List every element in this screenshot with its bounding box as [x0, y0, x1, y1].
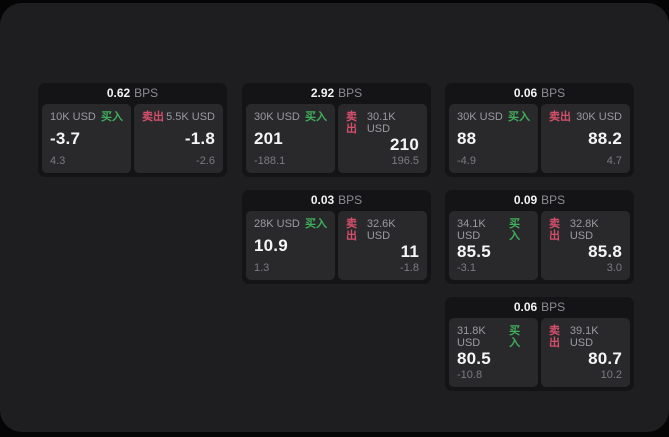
bps-value: 0.06 [513, 300, 538, 314]
sell-price: 11 [400, 242, 419, 261]
card-header: 2.92 BPS [246, 83, 427, 104]
sell-label: 卖出 [142, 111, 164, 123]
sell-label: 卖出 [346, 111, 357, 135]
buy-panel[interactable]: 28K USD 买入 10.9 1.3 [246, 211, 335, 280]
sell-label: 卖出 [549, 218, 560, 242]
buy-notional: 30K USD [457, 111, 503, 123]
buy-label: 买入 [509, 325, 521, 349]
buy-notional: 10K USD [50, 111, 96, 123]
sell-notional: 32.8K USD [569, 218, 599, 242]
bps-value: 0.06 [513, 86, 538, 100]
card-header: 0.06 BPS [449, 83, 630, 104]
bps-value: 0.09 [513, 193, 538, 207]
card-header: 0.09 BPS [449, 190, 630, 211]
buy-price: 88 [457, 129, 477, 148]
spread-card: 0.06 BPS 31.8K USD 买入 80.5 -10.8 卖出 39.1… [445, 297, 634, 391]
sell-panel[interactable]: 卖出 30K USD 88.2 4.7 [541, 104, 630, 173]
bps-unit: BPS [541, 193, 566, 207]
sell-notional: 39.1K USD [569, 325, 599, 349]
buy-delta: 4.3 [50, 155, 66, 167]
sell-delta: 196.5 [391, 155, 419, 167]
buy-label: 买入 [101, 111, 123, 123]
sell-panel[interactable]: 卖出 32.6K USD 11 -1.8 [338, 211, 427, 280]
bps-unit: BPS [541, 300, 566, 314]
sell-panel[interactable]: 卖出 39.1K USD 80.7 10.2 [541, 318, 630, 387]
buy-panel[interactable]: 30K USD 买入 88 -4.9 [449, 104, 538, 173]
sell-panel[interactable]: 卖出 32.8K USD 85.8 3.0 [541, 211, 630, 280]
sell-delta: 4.7 [606, 155, 622, 167]
buy-delta: -3.1 [457, 262, 476, 274]
sell-notional: 30K USD [576, 111, 622, 123]
sell-price: 210 [390, 135, 419, 154]
bps-unit: BPS [134, 86, 159, 100]
bps-value: 0.62 [106, 86, 131, 100]
buy-price: 10.9 [254, 236, 288, 255]
bps-unit: BPS [338, 86, 363, 100]
spread-card: 2.92 BPS 30K USD 买入 201 -188.1 卖出 30.1K … [242, 83, 431, 177]
sell-price: -1.8 [184, 129, 215, 148]
app-window: 0.62 BPS 10K USD 买入 -3.7 4.3 卖出 5.5K USD… [0, 3, 669, 432]
buy-delta: 1.3 [254, 262, 270, 274]
sell-price: 80.7 [588, 349, 622, 368]
buy-price: -3.7 [50, 129, 81, 148]
buy-notional: 31.8K USD [457, 325, 486, 349]
buy-panel[interactable]: 10K USD 买入 -3.7 4.3 [42, 104, 131, 173]
sell-delta: 3.0 [606, 262, 622, 274]
buy-notional: 28K USD [254, 218, 300, 230]
sell-label: 卖出 [549, 111, 571, 123]
card-header: 0.06 BPS [449, 297, 630, 318]
sell-price: 85.8 [588, 242, 622, 261]
buy-label: 买入 [305, 111, 327, 123]
buy-price: 201 [254, 129, 283, 148]
buy-panel[interactable]: 30K USD 买入 201 -188.1 [246, 104, 335, 173]
buy-label: 买入 [509, 218, 521, 242]
buy-delta: -188.1 [254, 155, 286, 167]
buy-notional: 34.1K USD [457, 218, 486, 242]
buy-panel[interactable]: 34.1K USD 买入 85.5 -3.1 [449, 211, 538, 280]
buy-label: 买入 [305, 218, 327, 230]
sell-label: 卖出 [346, 218, 357, 242]
buy-delta: -10.8 [457, 369, 483, 381]
sell-panel[interactable]: 卖出 5.5K USD -1.8 -2.6 [134, 104, 223, 173]
card-header: 0.62 BPS [42, 83, 223, 104]
spread-card: 0.09 BPS 34.1K USD 买入 85.5 -3.1 卖出 32.8K… [445, 190, 634, 284]
sell-delta: -2.6 [196, 155, 215, 167]
bps-value: 2.92 [310, 86, 335, 100]
buy-delta: -4.9 [457, 155, 476, 167]
buy-price: 80.5 [457, 349, 491, 368]
buy-price: 85.5 [457, 242, 491, 261]
bps-unit: BPS [338, 193, 363, 207]
sell-price: 88.2 [588, 129, 622, 148]
sell-notional: 32.6K USD [366, 218, 396, 242]
bps-unit: BPS [541, 86, 566, 100]
card-header: 0.03 BPS [246, 190, 427, 211]
sell-notional: 5.5K USD [166, 111, 215, 123]
spread-card: 0.06 BPS 30K USD 买入 88 -4.9 卖出 30K USD 8… [445, 83, 634, 177]
buy-notional: 30K USD [254, 111, 300, 123]
spread-card: 0.03 BPS 28K USD 买入 10.9 1.3 卖出 32.6K US… [242, 190, 431, 284]
spread-card: 0.62 BPS 10K USD 买入 -3.7 4.3 卖出 5.5K USD… [38, 83, 227, 177]
sell-delta: 10.2 [600, 369, 622, 381]
sell-delta: -1.8 [400, 262, 419, 274]
sell-panel[interactable]: 卖出 30.1K USD 210 196.5 [338, 104, 427, 173]
sell-notional: 30.1K USD [366, 111, 396, 135]
sell-label: 卖出 [549, 325, 560, 349]
bps-value: 0.03 [310, 193, 335, 207]
buy-label: 买入 [508, 111, 530, 123]
buy-panel[interactable]: 31.8K USD 买入 80.5 -10.8 [449, 318, 538, 387]
